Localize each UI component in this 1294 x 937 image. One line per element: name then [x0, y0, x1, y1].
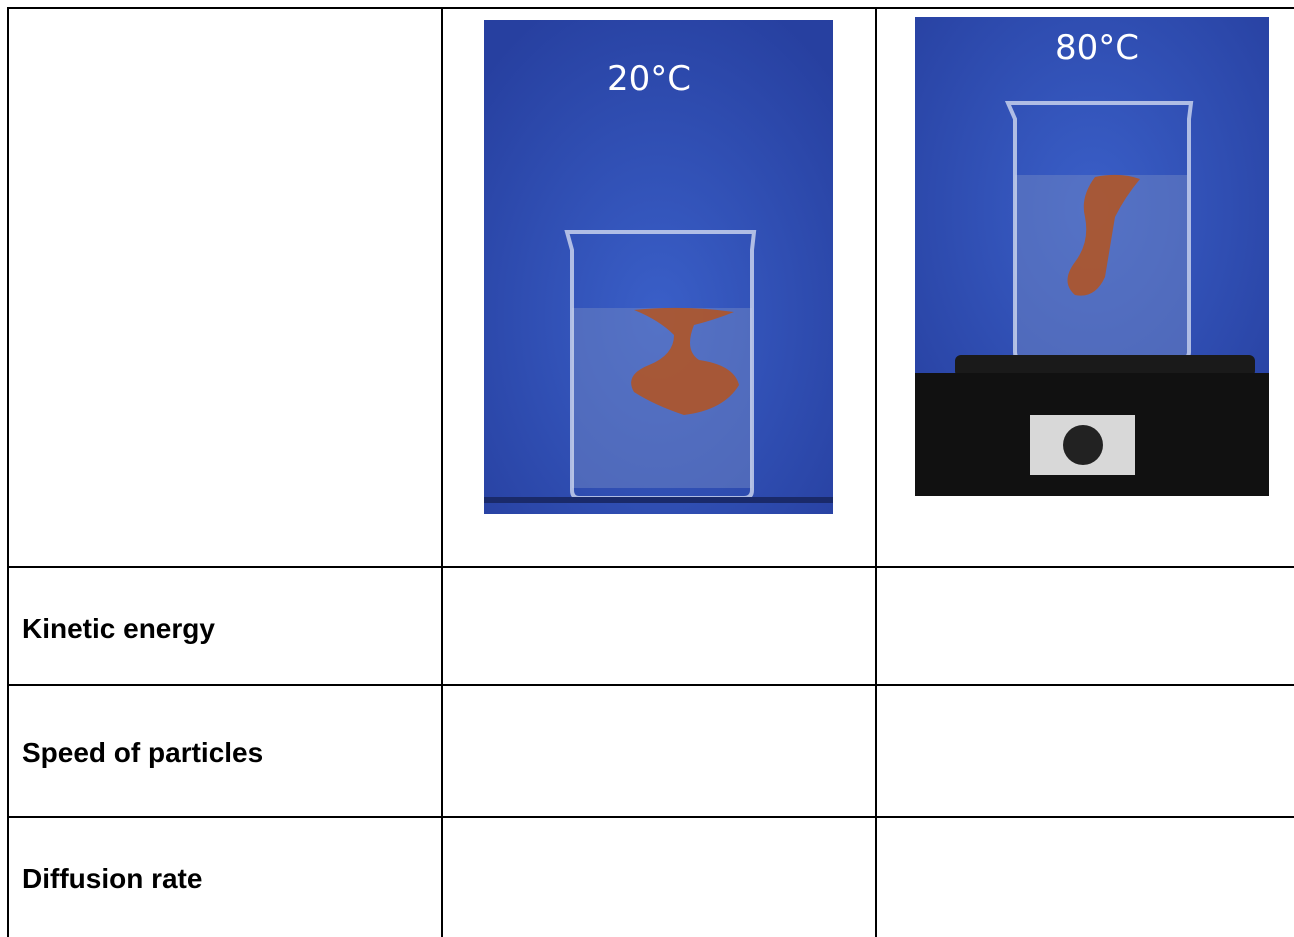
border	[441, 7, 443, 937]
border	[8, 566, 1294, 568]
image-label: 20°C	[607, 59, 691, 99]
row-label: Diffusion rate	[22, 863, 203, 894]
border	[8, 816, 1294, 818]
border	[8, 684, 1294, 686]
beaker-photo: 80°C	[915, 17, 1269, 496]
beaker-photo: 20°C	[484, 20, 833, 514]
border	[7, 7, 9, 937]
row-label: Speed of particles	[22, 737, 264, 768]
border	[875, 7, 877, 937]
row-label: Kinetic energy	[22, 613, 215, 644]
image-label: 80°C	[1055, 28, 1139, 68]
border	[8, 7, 1294, 9]
